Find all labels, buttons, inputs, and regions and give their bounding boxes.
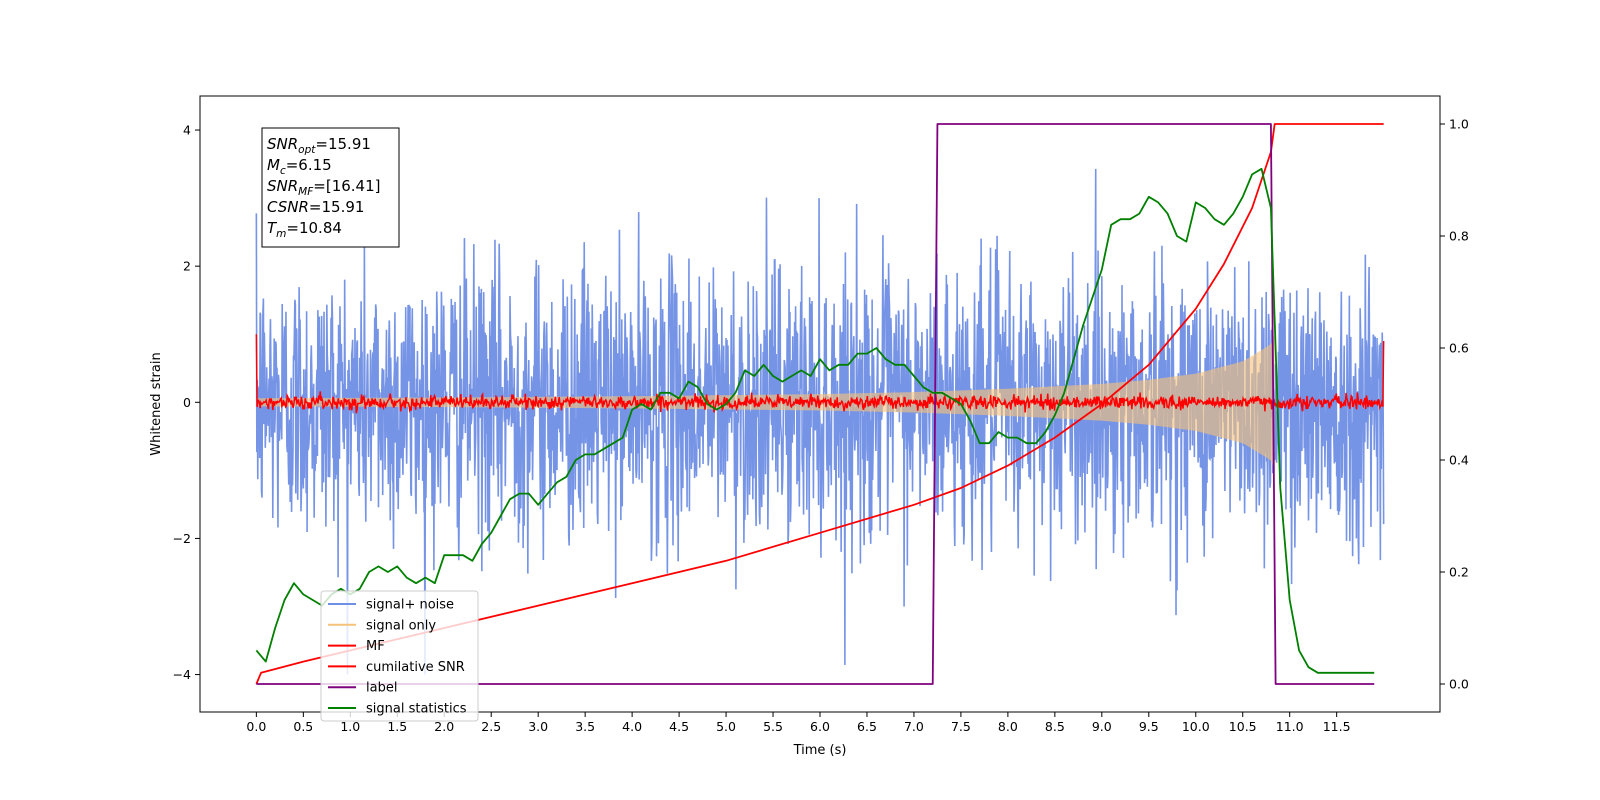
x-tick-label: 9.0: [1092, 719, 1112, 734]
x-tick-label: 3.5: [575, 719, 595, 734]
y-tick-label-left: 0: [183, 395, 191, 410]
x-tick-label: 5.5: [763, 719, 783, 734]
x-tick-label: 5.0: [716, 719, 736, 734]
info-box: SNRopt=15.91Mc=6.15SNRMF=[16.41]CSNR=15.…: [261, 127, 400, 248]
x-tick-label: 7.0: [904, 719, 924, 734]
info-line: Tm=10.84: [267, 219, 342, 240]
x-tick-label: 10.0: [1182, 719, 1210, 734]
y-tick-label-right: 0.8: [1449, 229, 1469, 244]
x-tick-label: 11.5: [1323, 719, 1351, 734]
series-signal-statistics: [255, 167, 1375, 674]
x-tick-label: 11.0: [1276, 719, 1304, 734]
y-tick-label-right: 0.0: [1449, 677, 1469, 692]
series-mf: [255, 334, 1385, 414]
legend-label: signal only: [366, 618, 436, 633]
y-tick-label-left: −2: [173, 531, 191, 546]
x-tick-label: 8.0: [998, 719, 1018, 734]
info-box-frame: [261, 127, 400, 248]
y-tick-label-right: 0.2: [1449, 565, 1469, 580]
tick-group: 0.0 0.5 1.0 1.5 2.0 2.5 3.0 3.5 4.0 4.5 5.0 5.5 6.0 6…: [173, 117, 1469, 735]
legend-label: cumilative SNR: [366, 660, 465, 675]
y-tick-label-right: 0.6: [1449, 341, 1469, 356]
info-line: Mc=6.15: [267, 156, 332, 177]
legend-label: MF: [366, 639, 385, 654]
info-line: SNRopt=15.91: [267, 135, 371, 156]
x-tick-label: 10.5: [1229, 719, 1257, 734]
y-tick-label-left: −4: [173, 667, 191, 682]
info-line: SNRMF=[16.41]: [267, 177, 381, 198]
series-label: [256, 123, 1375, 685]
legend-label: label: [366, 681, 397, 696]
legend: signal+ noise signal only MF cumilative SNR…: [320, 590, 479, 722]
x-tick-label: 2.0: [434, 719, 454, 734]
x-tick-label: 8.5: [1045, 719, 1065, 734]
x-tick-label: 0.5: [293, 719, 313, 734]
x-tick-label: 2.5: [481, 719, 501, 734]
y-tick-label-left: 4: [183, 123, 191, 138]
x-tick-label: 7.5: [951, 719, 971, 734]
x-tick-label: 1.0: [340, 719, 360, 734]
x-axis-label: Time (s): [793, 743, 847, 758]
legend-frame: [320, 590, 479, 722]
x-tick-label: 4.5: [669, 719, 689, 734]
x-tick-label: 0.0: [246, 719, 266, 734]
y-tick-label-left: 2: [183, 259, 191, 274]
x-tick-label: 6.5: [857, 719, 877, 734]
y-axis-label: Whitened strain: [149, 352, 164, 455]
x-tick-label: 6.0: [810, 719, 830, 734]
series-signal-noise: [255, 168, 1385, 675]
y-tick-label-right: 0.4: [1449, 453, 1469, 468]
legend-label: signal+ noise: [366, 598, 454, 613]
x-tick-label: 9.5: [1139, 719, 1159, 734]
y-tick-label-right: 1.0: [1449, 117, 1469, 132]
x-tick-label: 4.0: [622, 719, 642, 734]
x-tick-label: 3.0: [528, 719, 548, 734]
x-tick-label: 1.5: [387, 719, 407, 734]
info-line: CSNR=15.91: [267, 198, 364, 216]
legend-label: signal statistics: [366, 702, 467, 717]
